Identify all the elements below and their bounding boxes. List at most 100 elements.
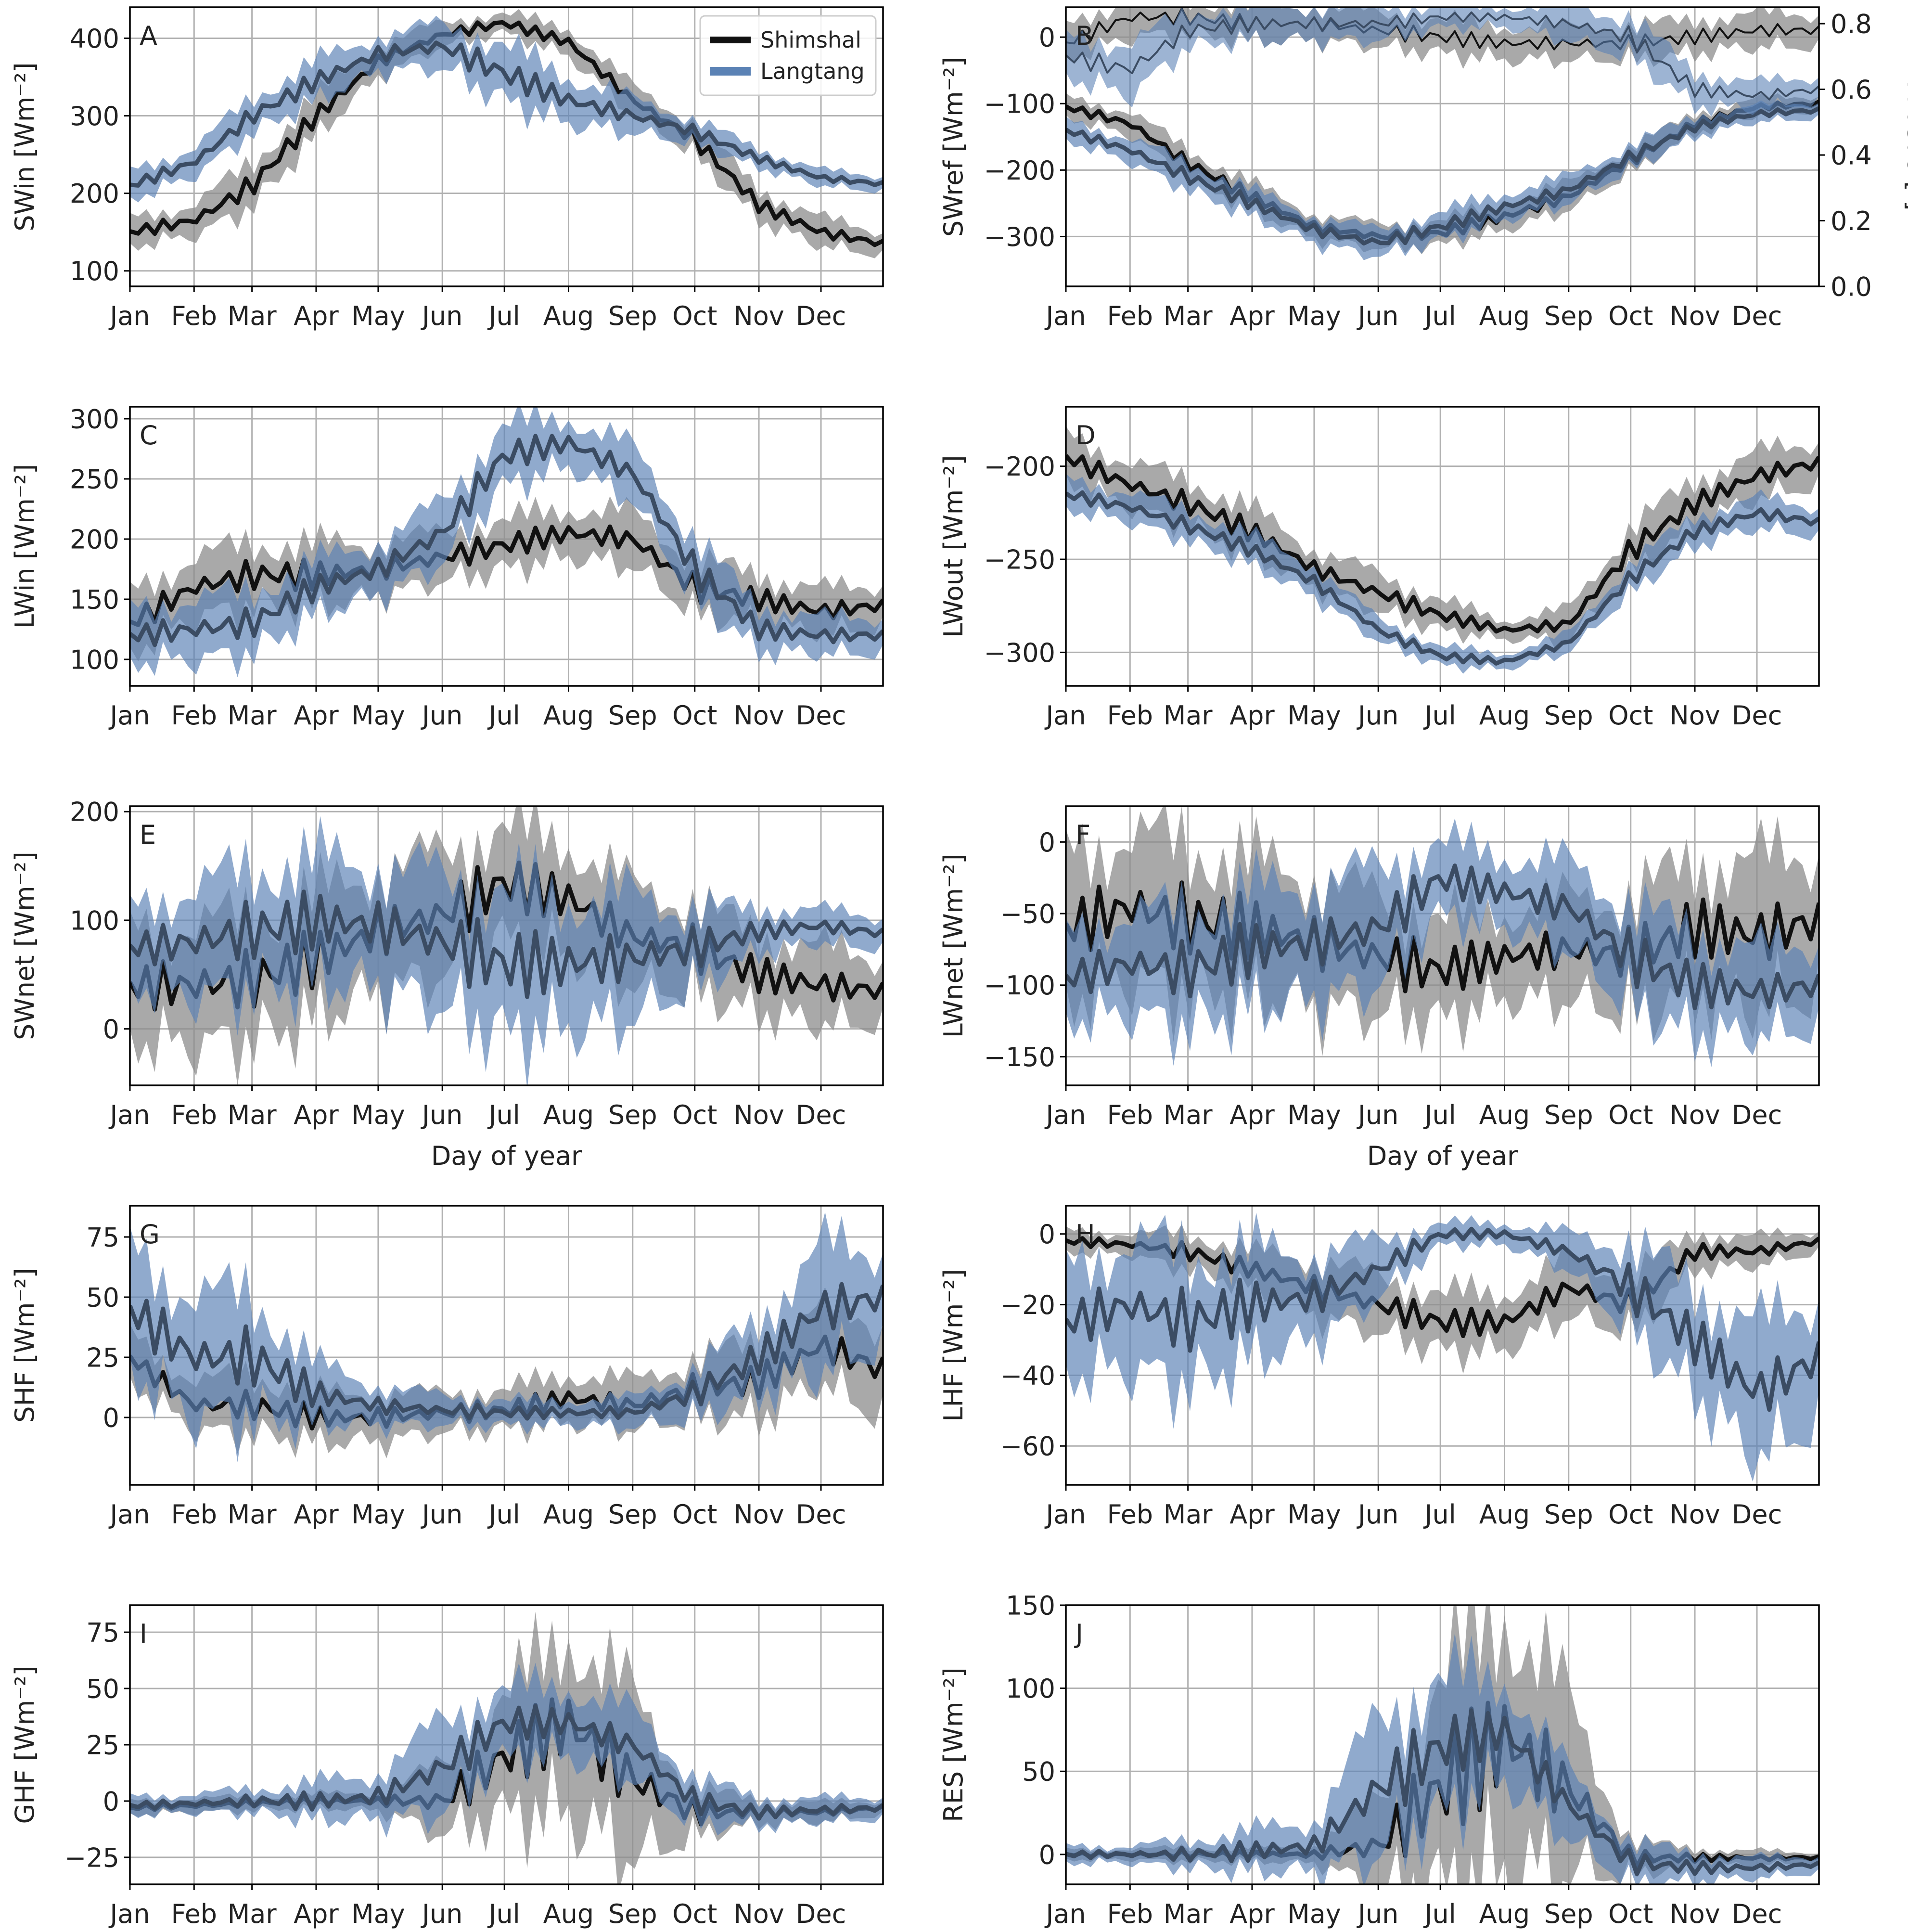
langtang-series-line — [130, 434, 883, 647]
x-tick-label: Jan — [108, 1899, 150, 1929]
x-tick-label: Dec — [1732, 1499, 1782, 1530]
y-tick-label: 250 — [70, 464, 119, 494]
y-tick-label: −300 — [984, 638, 1055, 668]
y-tick-label: 0 — [1039, 1840, 1055, 1870]
x-tick-label: Jan — [108, 1499, 150, 1530]
x-tick-label: Sep — [608, 1899, 657, 1929]
x-tick-label: Aug — [543, 1899, 594, 1929]
x-tick-label: Oct — [1608, 1499, 1653, 1530]
x-tick-label: Sep — [608, 301, 657, 331]
shimshal-series-line — [1066, 454, 1819, 634]
y-tick-label: 25 — [86, 1342, 119, 1373]
x-tick-label: Oct — [672, 301, 717, 331]
shimshal-series-line — [130, 524, 883, 627]
x-tick-label: Jul — [487, 1499, 520, 1530]
y-axis-label: LHF [Wm⁻²] — [938, 1269, 969, 1421]
x-tick-label: Aug — [1479, 1499, 1530, 1530]
x-tick-label: Jul — [487, 1100, 520, 1130]
plot-frame — [1065, 1604, 1820, 1885]
langtang-series-line — [130, 1704, 883, 1821]
x-tick-label: Mar — [228, 301, 277, 331]
x-tick-label: Aug — [543, 301, 594, 331]
y-axis-label: SHF [Wm⁻²] — [10, 1268, 40, 1422]
langtang-series-band — [1066, 818, 1819, 1067]
y-axis-label: SWnet [Wm⁻²] — [10, 851, 40, 1040]
panel-letter: J — [1074, 1619, 1083, 1649]
x-tick-label: Nov — [1669, 700, 1720, 731]
y-tick-label: 200 — [70, 524, 119, 554]
x-tick-label: Jan — [1044, 301, 1086, 331]
series-group — [130, 1212, 883, 1462]
langtang-series-line — [1066, 106, 1819, 246]
x-tick-label: Apr — [1229, 1899, 1275, 1929]
x-tick-label: Sep — [1544, 301, 1593, 331]
langtang-series-band — [130, 15, 883, 203]
y-tick-label: −250 — [984, 545, 1055, 575]
x-tick-label: Dec — [796, 1499, 846, 1530]
langtang-series-line — [130, 889, 883, 999]
x-tick-label: Mar — [228, 1499, 277, 1530]
shimshal-series-line — [1066, 1236, 1819, 1339]
plot-frame — [1065, 6, 1820, 287]
x-tick-label: May — [1287, 1499, 1341, 1530]
panel-letter: I — [140, 1619, 147, 1649]
x-tick-label: Apr — [294, 700, 339, 731]
x-tick-label: Jun — [1357, 1100, 1398, 1130]
panel-i: −25 0 25 50 75 Jan Feb Mar Apr May Jun Jul Aug Sep Oct… — [10, 1604, 884, 1929]
albedo-tick-label: 0.0 — [1831, 271, 1872, 302]
x-tick-label: Apr — [294, 1899, 339, 1929]
panel-c: 100 150 200 250 300 Jan Feb Mar Apr May Jun Jul Aug S… — [10, 404, 884, 731]
plot-frame — [1065, 406, 1820, 687]
x-tick-label: Jun — [1357, 301, 1398, 331]
x-tick-label: Oct — [672, 700, 717, 731]
x-tick-label: May — [351, 1100, 405, 1130]
x-tick-label: May — [1287, 1100, 1341, 1130]
panel-letter: C — [140, 420, 158, 451]
x-tick-label: Dec — [1732, 700, 1782, 731]
x-tick-label: Mar — [1164, 301, 1213, 331]
x-tick-label: Apr — [1229, 1100, 1275, 1130]
x-tick-label: Aug — [1479, 1899, 1530, 1929]
panel-letter: B — [1076, 21, 1093, 51]
x-tick-label: Mar — [1164, 700, 1213, 731]
albedo-tick-label: 0.4 — [1831, 140, 1872, 170]
x-tick-label: Nov — [1669, 1100, 1720, 1130]
y-tick-label: −300 — [984, 222, 1055, 252]
plot-frame — [129, 6, 884, 287]
y-tick-label: −100 — [984, 970, 1055, 1001]
x-tick-label: Oct — [1608, 301, 1653, 331]
y-tick-label: 0 — [1039, 1219, 1055, 1249]
x-axis-label: Day of year — [1367, 1141, 1518, 1171]
langtang-series-line — [1066, 863, 1819, 1010]
x-tick-label: Feb — [1107, 1100, 1153, 1130]
x-tick-label: Jun — [421, 700, 462, 731]
y-tick-label: 0 — [103, 1786, 119, 1816]
x-tick-label: Sep — [608, 1499, 657, 1530]
x-tick-label: Jan — [1044, 1499, 1086, 1530]
shimshal-series-band — [130, 496, 883, 662]
x-tick-label: Jun — [421, 1499, 462, 1530]
series-group — [1066, 426, 1819, 674]
x-tick-label: May — [1287, 301, 1341, 331]
y-tick-label: −100 — [984, 89, 1055, 119]
plot-frame — [1065, 805, 1820, 1086]
y-tick-label: 300 — [70, 101, 119, 131]
panel-letter: F — [1076, 820, 1090, 850]
y-tick-label: 100 — [1006, 1674, 1055, 1704]
panel-letter: G — [140, 1219, 160, 1249]
series-group — [130, 9, 883, 258]
x-tick-label: Feb — [171, 1100, 217, 1130]
x-tick-label: Jul — [487, 301, 520, 331]
x-tick-label: Feb — [171, 700, 217, 731]
albedo-tick-label: 0.8 — [1831, 9, 1872, 39]
panel-letter: D — [1076, 420, 1096, 451]
y-tick-label: 0 — [1039, 23, 1055, 53]
y-tick-label: −20 — [1000, 1290, 1055, 1320]
x-tick-label: Aug — [543, 1100, 594, 1130]
y-tick-label: 50 — [1022, 1757, 1055, 1787]
x-tick-label: Jul — [1423, 1499, 1456, 1530]
y-tick-label: 100 — [70, 644, 119, 675]
legend-label-langtang: Langtang — [760, 58, 865, 84]
y-tick-label: 50 — [86, 1282, 119, 1313]
albedo-tick-label: 0.6 — [1831, 75, 1872, 105]
